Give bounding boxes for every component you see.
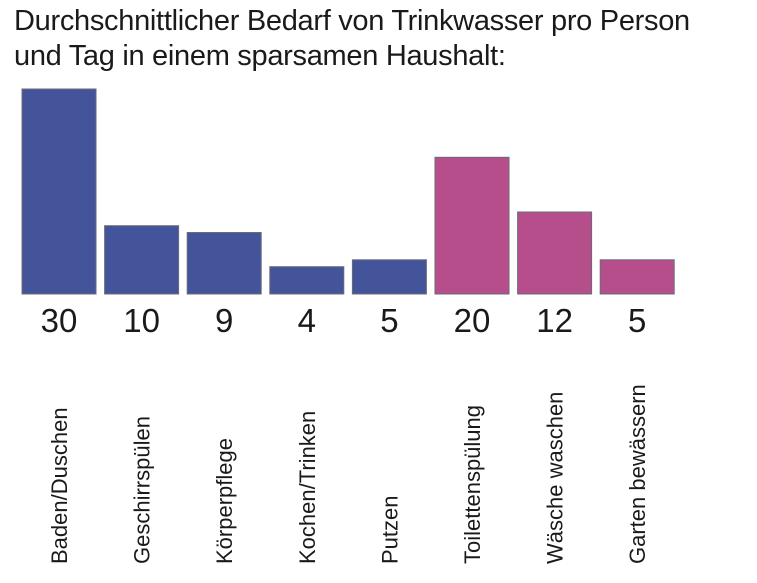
chart-title-line-2: und Tag in einem sparsamen Haushalt: [14, 40, 506, 72]
bar-3 [186, 232, 262, 295]
bar-5 [351, 259, 427, 295]
value-label: 5 [380, 302, 398, 339]
category-label: Toilettenspülung [460, 405, 485, 564]
category-label: Geschirrspülen [130, 416, 155, 564]
value-label: 5 [628, 302, 646, 339]
chart-title-line-1: Durchschnittlicher Bedarf von Trinkwasse… [14, 5, 690, 37]
category-label: Kochen/Trinken [295, 411, 320, 564]
bar-2 [104, 225, 180, 295]
bar-8 [599, 259, 675, 295]
category-label: Wäsche waschen [543, 392, 568, 564]
value-label: 9 [215, 302, 233, 339]
category-label: Baden/Duschen [47, 407, 72, 564]
category-label: Garten bewässern [625, 384, 650, 564]
value-label: 4 [298, 302, 316, 339]
category-label: Körperpflege [212, 438, 237, 564]
value-label: 10 [123, 302, 160, 339]
bar-6 [434, 156, 510, 295]
chart-title: Durchschnittlicher Bedarf von Trinkwasse… [14, 4, 754, 74]
bar-7 [517, 211, 593, 295]
bar-4 [269, 266, 345, 295]
value-label: 12 [536, 302, 573, 339]
value-label: 20 [454, 302, 491, 339]
value-label: 30 [41, 302, 78, 339]
category-label: Putzen [377, 496, 402, 565]
bar-1 [21, 88, 97, 295]
